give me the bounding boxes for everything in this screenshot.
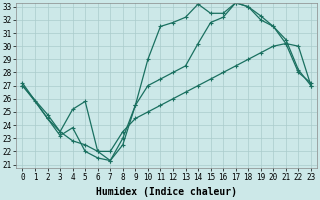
- X-axis label: Humidex (Indice chaleur): Humidex (Indice chaleur): [96, 187, 237, 197]
